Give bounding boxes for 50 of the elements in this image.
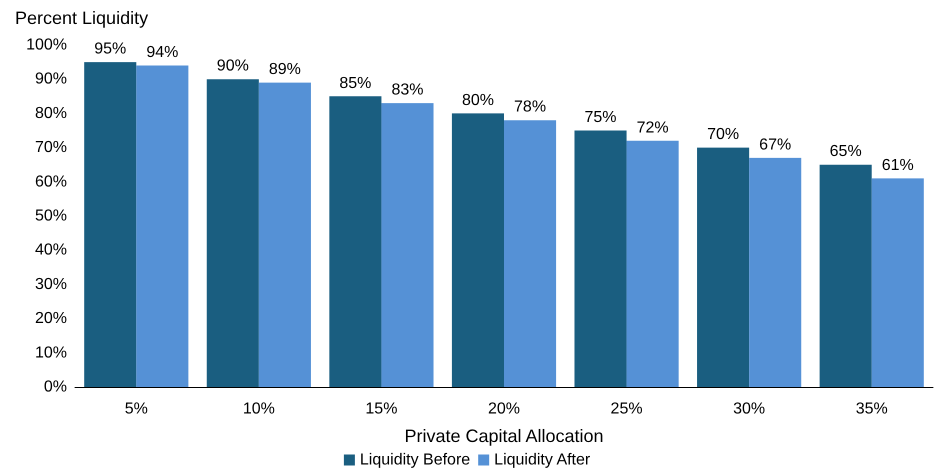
data-label: 83% (391, 82, 424, 99)
data-label: 94% (146, 44, 178, 62)
y-tick-label: 30% (34, 276, 67, 293)
y-tick-label: 40% (34, 242, 67, 259)
x-tick-label: 35% (856, 400, 888, 418)
data-label: 85% (339, 74, 372, 92)
x-tick-label: 30% (733, 400, 766, 418)
data-label: 67% (759, 136, 792, 154)
data-label: 80% (462, 92, 494, 109)
bar (820, 164, 872, 387)
data-label: 78% (514, 98, 546, 116)
data-label: 95% (94, 40, 126, 58)
data-label: 70% (707, 126, 740, 144)
y-tick-label: 20% (34, 310, 67, 328)
bar (206, 79, 259, 387)
data-label: 72% (636, 119, 669, 136)
bar (626, 140, 679, 387)
bar (749, 158, 802, 387)
bar (136, 66, 188, 387)
bar (381, 103, 434, 387)
x-axis-title: Private Capital Allocation (404, 426, 604, 446)
x-tick-label: 25% (610, 400, 643, 418)
x-tick-label: 10% (242, 400, 275, 418)
legend-label: Liquidity Before (360, 452, 470, 468)
bar (329, 96, 382, 387)
bar (84, 62, 136, 387)
bar (872, 178, 924, 387)
bar (697, 148, 750, 387)
x-tick-label: 20% (488, 400, 520, 418)
data-label: 61% (882, 156, 914, 174)
data-label: 90% (216, 58, 249, 75)
y-tick-label: 10% (34, 344, 67, 362)
x-tick-label: 5% (124, 400, 148, 418)
y-tick-label: 100% (26, 36, 67, 54)
data-label: 75% (584, 109, 617, 126)
y-tick-label: 70% (34, 139, 67, 156)
x-tick-label: 15% (365, 400, 398, 418)
y-tick-label: 50% (34, 208, 67, 224)
data-label: 65% (830, 143, 862, 160)
bar (452, 113, 504, 387)
y-tick-label: 0% (44, 378, 67, 396)
bar (504, 120, 556, 387)
data-label: 89% (268, 61, 301, 78)
y-tick-label: 80% (34, 104, 67, 122)
legend-label: Liquidity After (494, 452, 591, 468)
bar (574, 130, 627, 387)
y-axis-title: Percent Liquidity (15, 8, 148, 28)
bar (258, 82, 311, 387)
y-tick-label: 90% (34, 70, 67, 88)
y-tick-label: 60% (34, 173, 67, 190)
